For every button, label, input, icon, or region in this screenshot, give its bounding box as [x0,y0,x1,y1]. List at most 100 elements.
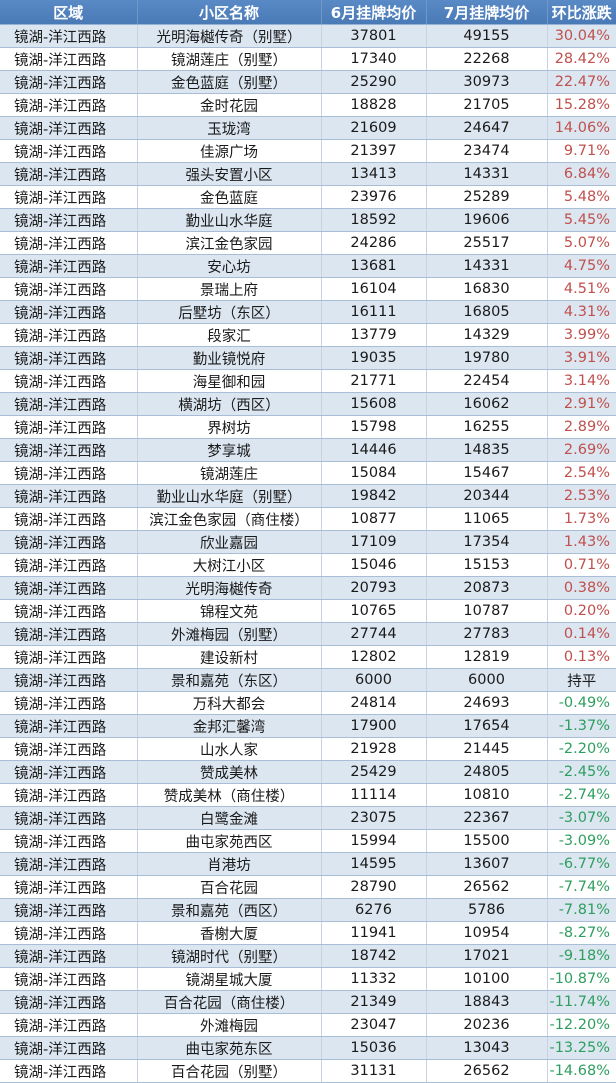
cell-mom-change: 5.45% [547,208,616,232]
cell-district: 镜湖-洋江西路 [0,852,138,876]
cell-june-price: 16104 [321,277,427,301]
cell-mom-change: -2.45% [547,760,616,784]
cell-district: 镜湖-洋江西路 [0,622,138,646]
cell-district: 镜湖-洋江西路 [0,116,138,140]
cell-district: 镜湖-洋江西路 [0,323,138,347]
cell-june-price: 25429 [321,760,427,784]
cell-july-price: 20236 [426,1013,548,1037]
cell-june-price: 10765 [321,599,427,623]
cell-july-price: 10100 [426,967,548,991]
cell-community: 景和嘉苑（西区） [137,898,322,922]
table-row: 镜湖-洋江西路 横湖坊（西区） 15608 16062 2.91% [0,392,616,416]
cell-community: 白鹭金滩 [137,806,322,830]
table-row: 镜湖-洋江西路 滨江金色家园（商住楼） 10877 11065 1.73% [0,507,616,531]
table-row: 镜湖-洋江西路 万科大都会 24814 24693 -0.49% [0,691,616,715]
cell-mom-change: 5.07% [547,231,616,255]
cell-community: 滨江金色家园 [137,231,322,255]
table-row: 镜湖-洋江西路 建设新村 12802 12819 0.13% [0,645,616,669]
cell-mom-change: 5.48% [547,185,616,209]
cell-july-price: 24805 [426,760,548,784]
cell-june-price: 17900 [321,714,427,738]
cell-community: 金时花园 [137,93,322,117]
cell-district: 镜湖-洋江西路 [0,553,138,577]
table-row: 镜湖-洋江西路 外滩梅园 23047 20236 -12.20% [0,1013,616,1037]
cell-district: 镜湖-洋江西路 [0,139,138,163]
table-row: 镜湖-洋江西路 玉珑湾 21609 24647 14.06% [0,116,616,140]
cell-community: 金色蓝庭 [137,185,322,209]
table-row: 镜湖-洋江西路 后墅坊（东区） 16111 16805 4.31% [0,300,616,324]
cell-district: 镜湖-洋江西路 [0,1059,138,1083]
cell-district: 镜湖-洋江西路 [0,829,138,853]
cell-july-price: 24647 [426,116,548,140]
cell-district: 镜湖-洋江西路 [0,714,138,738]
cell-july-price: 25517 [426,231,548,255]
table-row: 镜湖-洋江西路 百合花园（商住楼） 21349 18843 -11.74% [0,990,616,1014]
cell-community: 山水人家 [137,737,322,761]
cell-community: 玉珑湾 [137,116,322,140]
cell-district: 镜湖-洋江西路 [0,875,138,899]
cell-district: 镜湖-洋江西路 [0,760,138,784]
table-row: 镜湖-洋江西路 锦程文苑 10765 10787 0.20% [0,599,616,623]
table-row: 镜湖-洋江西路 景和嘉苑（东区） 6000 6000 持平 [0,668,616,692]
cell-july-price: 10954 [426,921,548,945]
cell-community: 香榭大厦 [137,921,322,945]
cell-june-price: 18742 [321,944,427,968]
cell-community: 外滩梅园 [137,1013,322,1037]
cell-june-price: 15608 [321,392,427,416]
cell-july-price: 15153 [426,553,548,577]
cell-community: 强头安置小区 [137,162,322,186]
cell-mom-change: 0.38% [547,576,616,600]
table-row: 镜湖-洋江西路 安心坊 13681 14331 4.75% [0,254,616,278]
cell-district: 镜湖-洋江西路 [0,691,138,715]
table-row: 镜湖-洋江西路 勤业山水华庭（别墅） 19842 20344 2.53% [0,484,616,508]
table-row: 镜湖-洋江西路 赞成美林 25429 24805 -2.45% [0,760,616,784]
cell-mom-change: 6.84% [547,162,616,186]
cell-mom-change: 3.91% [547,346,616,370]
cell-june-price: 15798 [321,415,427,439]
cell-community: 勤业山水华庭（别墅） [137,484,322,508]
cell-community: 金色蓝庭（别墅） [137,70,322,94]
cell-mom-change: 2.54% [547,461,616,485]
cell-july-price: 25289 [426,185,548,209]
table-row: 镜湖-洋江西路 曲屯家苑东区 15036 13043 -13.25% [0,1036,616,1060]
cell-community: 界树坊 [137,415,322,439]
cell-district: 镜湖-洋江西路 [0,277,138,301]
table-row: 镜湖-洋江西路 香榭大厦 11941 10954 -8.27% [0,921,616,945]
cell-june-price: 23075 [321,806,427,830]
table-row: 镜湖-洋江西路 镜湖时代（别墅） 18742 17021 -9.18% [0,944,616,968]
table-row: 镜湖-洋江西路 勤业镜悦府 19035 19780 3.91% [0,346,616,370]
cell-june-price: 24814 [321,691,427,715]
cell-district: 镜湖-洋江西路 [0,438,138,462]
cell-mom-change: 2.53% [547,484,616,508]
cell-mom-change: -10.87% [547,967,616,991]
cell-district: 镜湖-洋江西路 [0,645,138,669]
cell-july-price: 22454 [426,369,548,393]
cell-community: 赞成美林 [137,760,322,784]
cell-district: 镜湖-洋江西路 [0,254,138,278]
cell-district: 镜湖-洋江西路 [0,162,138,186]
cell-community: 安心坊 [137,254,322,278]
header-mom-change: 环比涨跌 [547,0,616,25]
cell-july-price: 14329 [426,323,548,347]
cell-july-price: 13043 [426,1036,548,1060]
cell-june-price: 11941 [321,921,427,945]
cell-july-price: 16255 [426,415,548,439]
cell-community: 曲屯家苑东区 [137,1036,322,1060]
cell-july-price: 16830 [426,277,548,301]
cell-june-price: 6000 [321,668,427,692]
cell-community: 佳源广场 [137,139,322,163]
cell-district: 镜湖-洋江西路 [0,369,138,393]
cell-july-price: 30973 [426,70,548,94]
table-row: 镜湖-洋江西路 光明海樾传奇 20793 20873 0.38% [0,576,616,600]
table-row: 镜湖-洋江西路 镜湖星城大厦 11332 10100 -10.87% [0,967,616,991]
cell-district: 镜湖-洋江西路 [0,47,138,71]
cell-june-price: 23047 [321,1013,427,1037]
cell-july-price: 19780 [426,346,548,370]
cell-district: 镜湖-洋江西路 [0,530,138,554]
cell-mom-change: 2.91% [547,392,616,416]
cell-district: 镜湖-洋江西路 [0,990,138,1014]
table-row: 镜湖-洋江西路 外滩梅园（别墅） 27744 27783 0.14% [0,622,616,646]
cell-june-price: 13413 [321,162,427,186]
cell-mom-change: 0.20% [547,599,616,623]
cell-community: 建设新村 [137,645,322,669]
